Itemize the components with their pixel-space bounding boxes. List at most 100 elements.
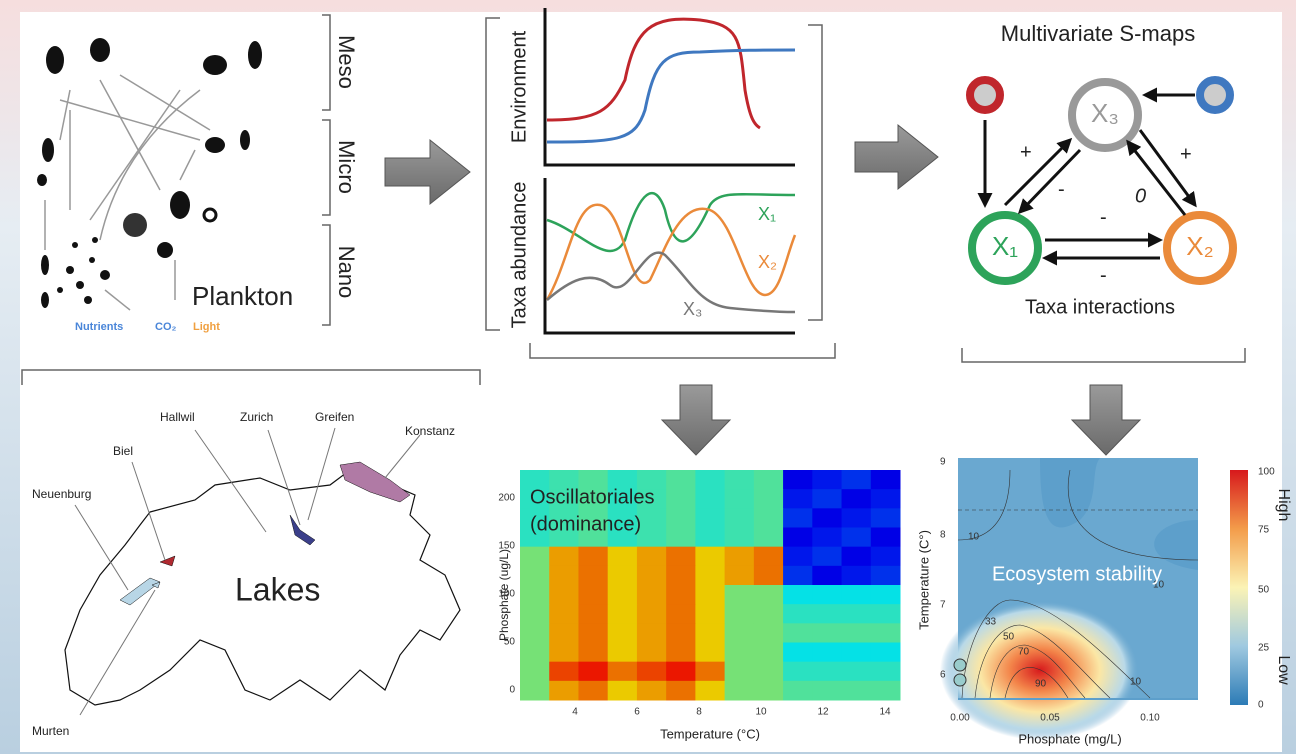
heatmap-cell <box>783 566 813 586</box>
heatmap-cell <box>637 681 667 701</box>
contour-label: 10 <box>1130 677 1142 688</box>
heatmap-cell <box>608 681 638 701</box>
heatmap-cell <box>842 470 872 490</box>
x-tick-label: 8 <box>696 707 702 718</box>
x-tick-label: 4 <box>572 707 578 718</box>
heatmap-cell <box>871 566 901 586</box>
x-tick-label: 10 <box>755 707 767 718</box>
heatmap-cell <box>725 547 755 567</box>
heatmap-cell <box>578 643 608 663</box>
heatmap-cell <box>695 623 725 643</box>
lake-label: Biel <box>113 444 133 458</box>
axis-label: Taxa abundance <box>508 182 530 329</box>
figure: Plankton Nutrients CO₂ Light Meso Micro … <box>0 0 1296 754</box>
taxon-label: X₁ <box>758 204 776 224</box>
driver-label: Nutrients <box>75 321 123 333</box>
heatmap-cell <box>842 566 872 586</box>
x-axis-label: Phosphate (mg/L) <box>1018 731 1121 746</box>
contour-label: 50 <box>1003 632 1015 643</box>
heatmap-cell <box>695 604 725 624</box>
heatmap-cell <box>812 585 842 605</box>
heatmap-cell <box>754 623 784 643</box>
heatmap-cell <box>812 604 842 624</box>
heatmap-cell <box>637 508 667 528</box>
heatmap-cell <box>608 547 638 567</box>
driver-node <box>970 80 1000 110</box>
heatmap-cell <box>695 489 725 509</box>
node-label: X₂ <box>1186 231 1213 261</box>
colorbar-tick: 75 <box>1258 525 1270 536</box>
heatmap-cell <box>578 623 608 643</box>
heatmap-title: Oscillatoriales <box>530 486 654 508</box>
heatmap-cell <box>666 528 696 548</box>
sign-label: - <box>1100 206 1107 228</box>
heatmap-cell <box>812 566 842 586</box>
heatmap-cell <box>520 604 550 624</box>
heatmap-cell <box>520 585 550 605</box>
lake-label: Zurich <box>240 410 273 424</box>
heatmap-cell <box>783 643 813 663</box>
heatmap-cell <box>637 623 667 643</box>
heatmap-cell <box>695 508 725 528</box>
colorbar-label: High <box>1275 489 1292 522</box>
y-tick-label: 8 <box>940 530 946 541</box>
heatmap-cell <box>783 681 813 701</box>
heatmap-cell <box>783 623 813 643</box>
size-class: Nano <box>334 246 359 299</box>
heatmap-cell <box>725 662 755 682</box>
colorbar-tick: 25 <box>1258 643 1270 654</box>
y-tick-label: 6 <box>940 670 946 681</box>
x-tick-label: 0.10 <box>1140 713 1160 724</box>
heatmap-cell <box>637 662 667 682</box>
heatmap-cell <box>842 528 872 548</box>
heatmap-cell <box>871 643 901 663</box>
heatmap-cell <box>754 528 784 548</box>
lake-label: Hallwil <box>160 410 195 424</box>
contour-label: 90 <box>1035 679 1047 690</box>
heatmap-cell <box>812 623 842 643</box>
heatmap-cell <box>578 547 608 567</box>
stability-title: Ecosystem stability <box>992 563 1162 585</box>
heatmap-cell <box>842 623 872 643</box>
heatmap-cell <box>754 604 784 624</box>
heatmap-cell <box>637 547 667 567</box>
heatmap-cell <box>842 604 872 624</box>
heatmap-cell <box>842 489 872 509</box>
heatmap-cell <box>754 470 784 490</box>
heatmap-cell <box>871 470 901 490</box>
heatmap-cell <box>637 585 667 605</box>
heatmap-cell <box>520 662 550 682</box>
y-tick-label: 7 <box>940 600 946 611</box>
heatmap-cell <box>871 623 901 643</box>
colorbar-label: Low <box>1275 655 1292 685</box>
driver-label: CO₂ <box>155 321 177 333</box>
heatmap-cell <box>871 547 901 567</box>
heatmap-cell <box>754 508 784 528</box>
heatmap-cell <box>578 662 608 682</box>
heatmap-cell <box>608 643 638 663</box>
colorbar <box>1230 470 1248 705</box>
driver-label: Light <box>193 321 220 333</box>
heatmap-cell <box>666 489 696 509</box>
heatmap-cell <box>666 681 696 701</box>
heatmap-cell <box>549 604 579 624</box>
heatmap-cell <box>754 489 784 509</box>
heatmap-cell <box>871 681 901 701</box>
x-axis-label: Temperature (°C) <box>660 726 760 741</box>
heatmap-cell <box>578 566 608 586</box>
heatmap-cell <box>842 643 872 663</box>
heatmap-cell <box>812 681 842 701</box>
stability-edge <box>958 698 1198 700</box>
y-tick-label: 100 <box>498 589 515 600</box>
heatmap-cell <box>637 528 667 548</box>
driver-node <box>1200 80 1230 110</box>
heatmap-cell <box>725 470 755 490</box>
heatmap-cell <box>783 547 813 567</box>
heatmap-cell <box>666 508 696 528</box>
heatmap-cell <box>695 547 725 567</box>
heatmap-cell <box>549 681 579 701</box>
heatmap-cell <box>783 489 813 509</box>
y-tick-label: 50 <box>504 637 516 648</box>
contour-label: 10 <box>968 532 980 543</box>
sign-label: 0 <box>1135 185 1146 207</box>
